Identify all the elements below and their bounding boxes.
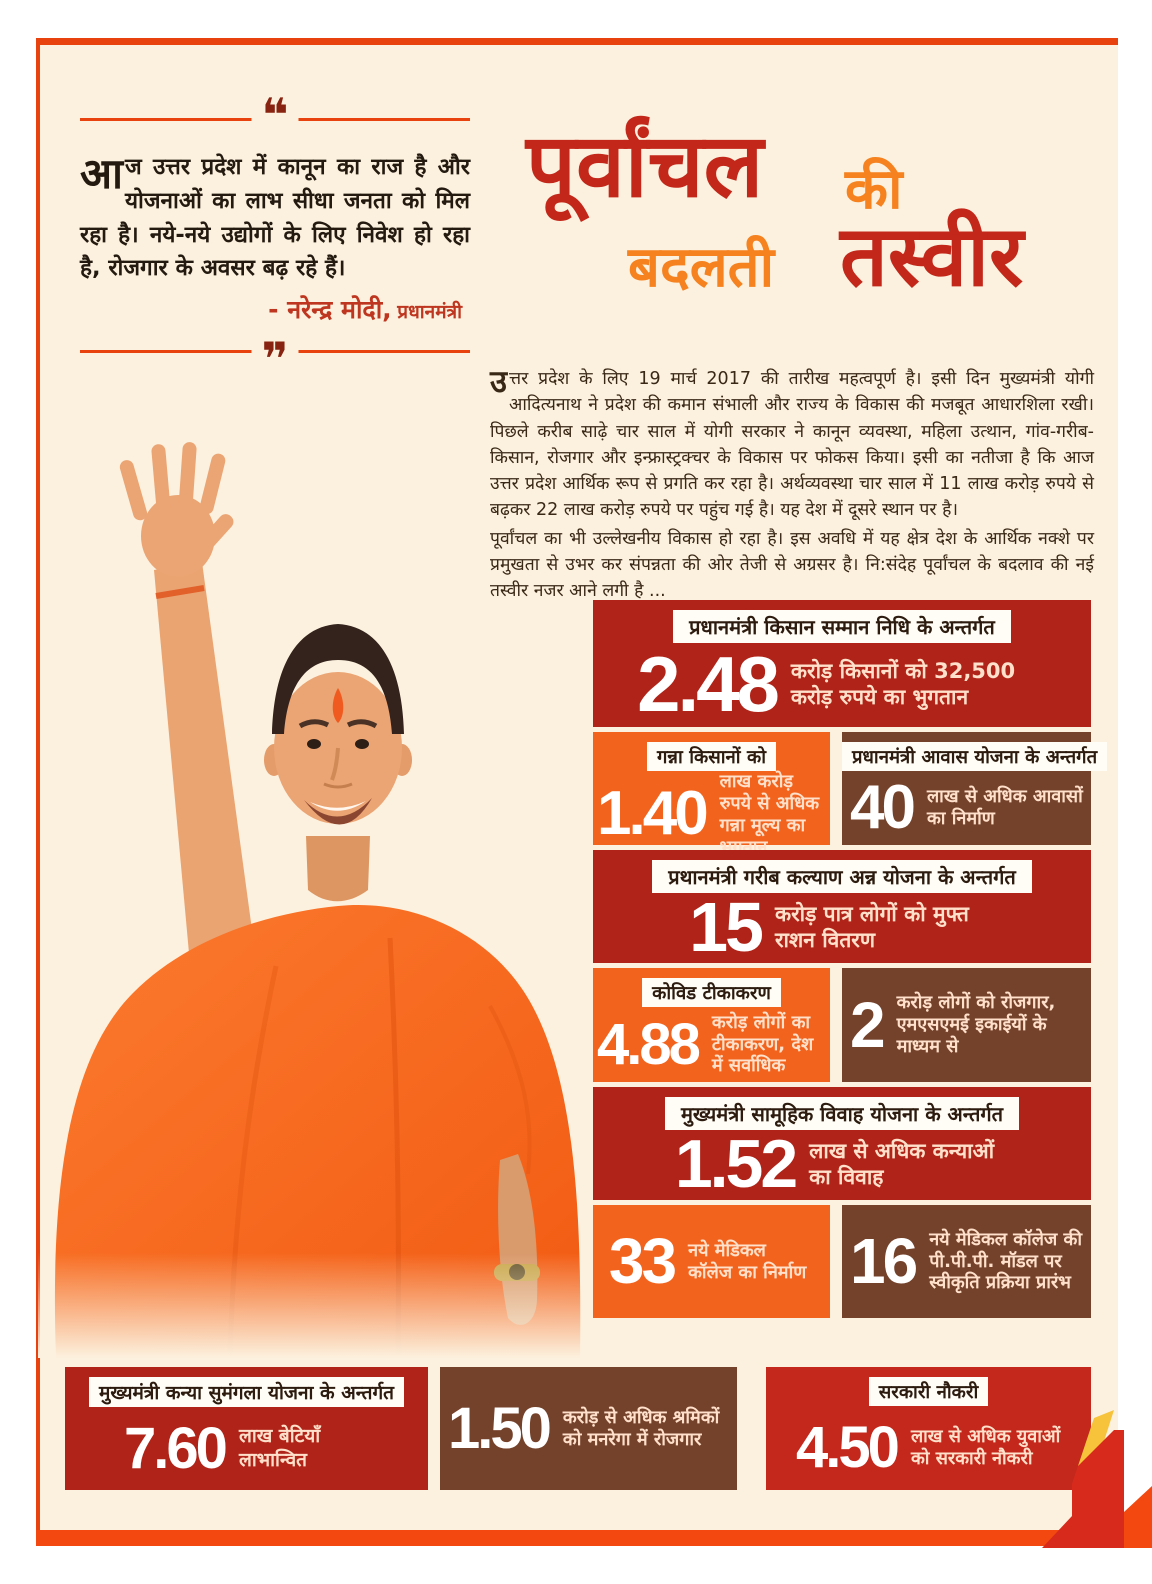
- stat-desc: लाख से अधिक युवाओं को सरकारी नौकरी: [910, 1426, 1061, 1469]
- quote-top-rule: ❝: [80, 92, 470, 138]
- stats-row: 33 नये मेडिकल कॉलेज का निर्माण 16 नये मे…: [593, 1205, 1091, 1318]
- intro-dropcap: उ: [490, 364, 507, 400]
- stat-desc: करोड़ पात्र लोगों को मुफ्त राशन वितरण: [774, 902, 969, 952]
- stat-box-ganna-kisan: गन्ना किसानों को 1.40 लाख करोड़ रुपये से…: [593, 732, 830, 858]
- attribution-title: प्रधानमंत्री: [397, 301, 462, 323]
- stat-desc: करोड़ लोगों का टीकाकरण, देश में सर्वाधिक: [711, 1011, 814, 1077]
- quote-bottom-rule: ❞: [80, 336, 470, 382]
- stat-box-mnrega-rojgar: 1.50 करोड़ से अधिक श्रमिकों को मनरेगा मे…: [440, 1367, 737, 1490]
- close-quote-icon: ❞: [251, 336, 299, 382]
- stat-number: 2: [850, 988, 886, 1061]
- title-word-ki: की: [845, 157, 903, 222]
- stat-header: कोविड टीकाकरण: [642, 978, 781, 1007]
- stat-number: 1.50: [448, 1395, 552, 1461]
- stat-desc: लाख करोड़ रुपये से अधिक गन्ना मूल्य का भ…: [719, 771, 820, 858]
- stat-box-medical-college-ppp: 16 नये मेडिकल कॉलेज की पी.पी.पी. मॉडल पर…: [842, 1205, 1091, 1318]
- stat-number: 7.60: [124, 1415, 228, 1481]
- left-eyebrow: [298, 719, 330, 729]
- stat-header: प्रधानमंत्री किसान सम्मान निधि के अन्तर्…: [673, 610, 1011, 643]
- stat-number: 40: [850, 772, 916, 842]
- title-word-tasveer: तस्वीर: [840, 207, 1024, 305]
- right-eye: [355, 739, 369, 749]
- stat-box-kisan-samman-nidhi: प्रधानमंत्री किसान सम्मान निधि के अन्तर्…: [593, 600, 1091, 727]
- stat-number: 4.50: [796, 1415, 900, 1481]
- wrist-thread: [155, 585, 205, 599]
- raised-arm: [119, 442, 258, 986]
- quote-attribution: - नरेन्द्र मोदी, प्रधानमंत्री: [78, 292, 462, 326]
- open-quote-icon: ❝: [251, 92, 299, 138]
- stat-number: 33: [608, 1225, 677, 1298]
- stat-number: 2.48: [637, 640, 780, 729]
- stats-column: प्रधानमंत्री किसान सम्मान निधि के अन्तर्…: [593, 600, 1108, 1318]
- title-word-badalti: बदलती: [628, 235, 775, 300]
- stat-number: 16: [850, 1225, 918, 1298]
- stat-desc: लाख से अधिक आवासों का निर्माण: [926, 786, 1083, 829]
- stat-box-samuhik-vivah: मुख्यमंत्री सामूहिक विवाह योजना के अन्तर…: [593, 1087, 1091, 1200]
- stat-desc: करोड़ से अधिक श्रमिकों को मनरेगा में रोज…: [562, 1406, 720, 1450]
- stat-number: 1.52: [674, 1126, 798, 1203]
- stat-header: प्रथानमंत्री गरीब कल्याण अन्न योजना के अ…: [652, 860, 1032, 893]
- stat-number: 15: [689, 888, 764, 967]
- stat-desc: नये मेडिकल कॉलेज की पी.पी.पी. मॉडल पर स्…: [929, 1228, 1083, 1294]
- stat-box-medical-college-nirman: 33 नये मेडिकल कॉलेज का निर्माण: [593, 1205, 830, 1318]
- stat-desc: लाख बेटियाँ लाभान्वित: [238, 1425, 321, 1471]
- cm-photo: [38, 418, 598, 1359]
- quote-dropcap: आ: [80, 149, 123, 198]
- stats-row: गन्ना किसानों को 1.40 लाख करोड़ रुपये से…: [593, 732, 1108, 858]
- title-word-purvanchal: पूर्वांचल: [526, 114, 764, 217]
- stat-number: 1.40: [597, 779, 709, 849]
- intro-para-1: उ त्तर प्रदेश के लिए 19 मार्च 2017 की तार…: [490, 364, 1094, 521]
- intro-paragraphs: उ त्तर प्रदेश के लिए 19 मार्च 2017 की तार…: [490, 366, 1094, 604]
- attribution-name: - नरेन्द्र मोदी,: [268, 295, 392, 324]
- stats-row: कोविड टीकाकरण 4.88 करोड़ लोगों का टीकाकर…: [593, 968, 1091, 1082]
- stat-box-kanya-sumangala: मुख्यमंत्री कन्या सुमंगला योजना के अन्तर…: [65, 1367, 428, 1490]
- stat-desc: नये मेडिकल कॉलेज का निर्माण: [688, 1239, 807, 1283]
- stat-number: 4.88: [597, 1011, 701, 1077]
- right-eyebrow: [346, 719, 378, 729]
- stat-box-garib-kalyan-ann: प्रथानमंत्री गरीब कल्याण अन्न योजना के अ…: [593, 850, 1091, 963]
- bottom-orange-strip: [36, 1530, 1118, 1546]
- stat-desc: लाख से अधिक कन्याओं का विवाह: [809, 1139, 995, 1189]
- stat-desc: करोड़ लोगों को रोजगार, एमएसएमई इकाईयों क…: [896, 992, 1056, 1057]
- stat-header: मुख्यमंत्री सामूहिक विवाह योजना के अन्तर…: [664, 1097, 1020, 1130]
- smile: [304, 798, 372, 825]
- stat-box-msme-rojgar: 2 करोड़ लोगों को रोजगार, एमएसएमई इकाईयों…: [842, 968, 1091, 1082]
- stat-header: सरकारी नौकरी: [868, 1377, 989, 1406]
- left-eye: [307, 739, 321, 749]
- hair: [272, 624, 404, 734]
- cm-photo-illustration: [38, 442, 598, 1359]
- stat-header: गन्ना किसानों को: [647, 742, 776, 771]
- stat-box-sarkari-naukri: सरकारी नौकरी 4.50 लाख से अधिक युवाओं को …: [766, 1367, 1091, 1490]
- stat-box-awas-yojana: प्रधानमंत्री आवास योजना के अन्तर्गत 40 ल…: [842, 732, 1108, 845]
- intro-para-2: पूर्वांचल का भी उल्लेखनीय विकास हो रहा ह…: [490, 528, 1094, 602]
- quote-body: ज उत्तर प्रदेश में कानून का राज है और यो…: [80, 154, 470, 282]
- corner-ribbon-icon: [1042, 1410, 1152, 1548]
- stat-header: प्रधानमंत्री आवास योजना के अन्तर्गत: [842, 742, 1108, 771]
- stat-box-covid-vaccination: कोविड टीकाकरण 4.88 करोड़ लोगों का टीकाकर…: [593, 968, 830, 1082]
- tilak-mark: [332, 688, 344, 723]
- stat-desc: करोड़ किसानों को 32,500 करोड़ रुपये का भ…: [790, 659, 1016, 709]
- stat-header: मुख्यमंत्री कन्या सुमंगला योजना के अन्तर…: [88, 1377, 404, 1407]
- face: [264, 624, 412, 902]
